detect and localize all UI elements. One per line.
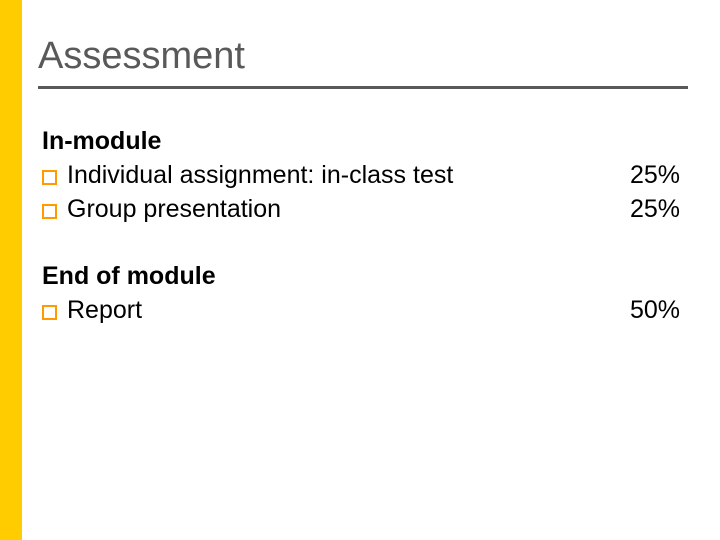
item-percentage: 25% — [630, 193, 680, 227]
bullet-icon — [42, 305, 57, 320]
assessment-item: Individual assignment: in-class test 25% — [42, 159, 690, 193]
body-area: In-module Individual assignment: in-clas… — [42, 125, 690, 328]
item-text: Individual assignment: in-class test — [67, 159, 453, 193]
assessment-item: Report 50% — [42, 294, 690, 328]
title-underline — [38, 86, 688, 89]
slide: Assessment In-module Individual assignme… — [0, 0, 720, 540]
item-percentage: 25% — [630, 159, 680, 193]
slide-title: Assessment — [38, 35, 690, 78]
bullet-icon — [42, 170, 57, 185]
accent-stripe — [0, 0, 22, 540]
section-heading-end-of-module: End of module — [42, 260, 690, 294]
item-percentage: 50% — [630, 294, 680, 328]
bullet-icon — [42, 204, 57, 219]
item-text: Report — [67, 294, 142, 328]
title-area: Assessment — [38, 35, 690, 89]
item-text: Group presentation — [67, 193, 281, 227]
section-heading-in-module: In-module — [42, 125, 690, 159]
assessment-item: Group presentation 25% — [42, 193, 690, 227]
section-spacer — [42, 226, 690, 260]
